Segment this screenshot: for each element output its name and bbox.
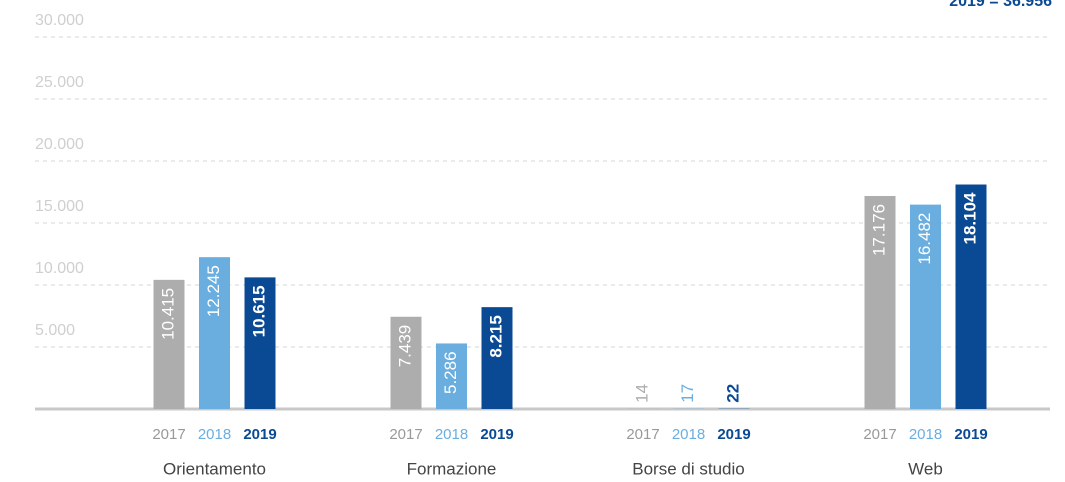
value-label: 17	[678, 384, 697, 403]
y-tick-label: 5.000	[35, 322, 75, 339]
legend-label: 2019	[717, 426, 750, 443]
bar	[864, 196, 896, 409]
x-tick-label: Orientamento	[163, 459, 266, 478]
bar	[481, 307, 513, 409]
bar	[390, 316, 422, 409]
bar	[244, 277, 276, 409]
legend-label: 2018	[672, 426, 705, 443]
value-label: 12.245	[204, 265, 223, 317]
bar	[199, 257, 230, 409]
y-tick-label: 15.000	[35, 198, 84, 215]
bar	[436, 343, 467, 409]
annotation: 2019 = 36.956	[949, 0, 1052, 10]
legend-label: 2019	[954, 426, 987, 443]
legend-label: 2019	[480, 426, 513, 443]
value-label: 14	[632, 384, 651, 403]
legend-label: 2018	[435, 426, 468, 443]
legend-label: 2018	[198, 426, 231, 443]
x-tick-label: Formazione	[407, 459, 497, 478]
value-label: 8.215	[486, 315, 505, 358]
value-label: 10.615	[249, 285, 268, 337]
legend-label: 2017	[626, 426, 659, 443]
x-tick-label: Web	[908, 459, 943, 478]
value-label: 10.415	[158, 288, 177, 340]
legend-label: 2017	[863, 426, 896, 443]
legend-label: 2018	[909, 426, 942, 443]
value-label: 5.286	[441, 351, 460, 394]
value-label: 18.104	[960, 192, 979, 245]
legend-label: 2017	[152, 426, 185, 443]
y-tick-label: 20.000	[35, 136, 84, 153]
x-tick-label: Borse di studio	[632, 459, 744, 478]
y-tick-label: 10.000	[35, 260, 84, 277]
legend-label: 2019	[243, 426, 276, 443]
bar	[910, 204, 941, 409]
bar	[955, 184, 987, 409]
bar	[153, 279, 185, 409]
y-tick-label: 30.000	[35, 12, 84, 29]
legend-label: 2017	[389, 426, 422, 443]
value-label: 16.482	[915, 213, 934, 265]
value-label: 17.176	[869, 204, 888, 256]
value-label: 22	[723, 384, 742, 403]
value-label: 7.439	[395, 325, 414, 368]
y-tick-label: 25.000	[35, 74, 84, 91]
